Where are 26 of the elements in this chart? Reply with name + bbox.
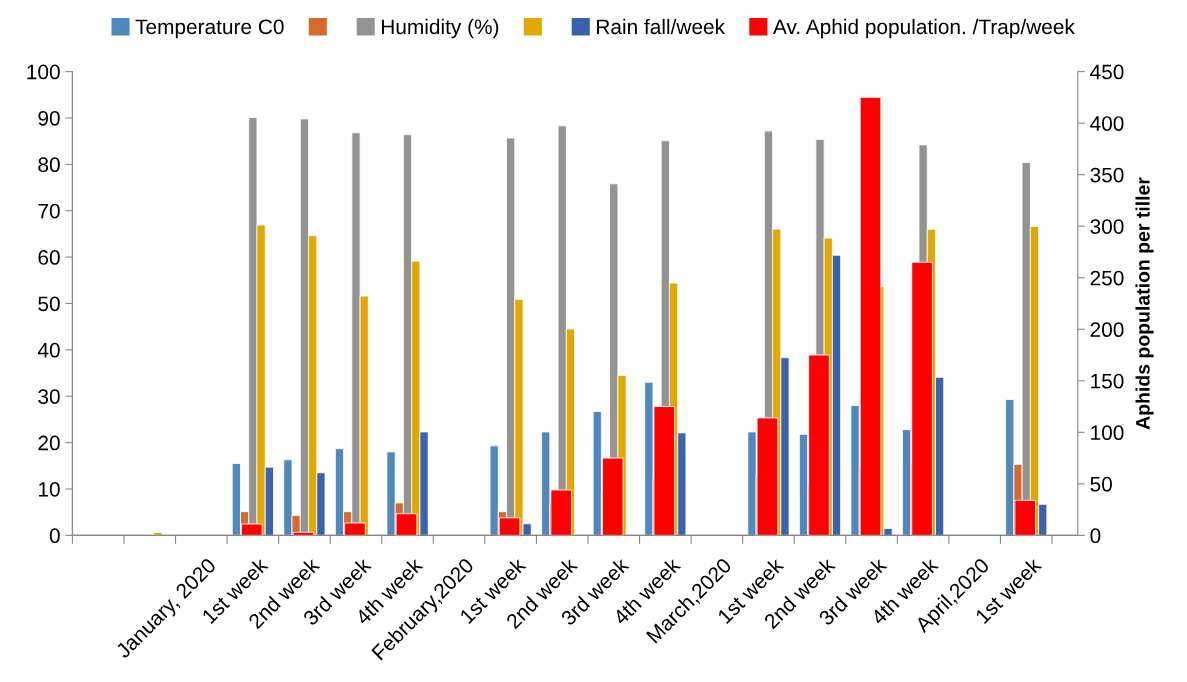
y2-tick-label: 50 (1090, 476, 1112, 492)
y-tick-label: 50 (38, 296, 60, 312)
y-tick-label: 70 (38, 203, 60, 219)
y-tick-label: 0 (49, 528, 60, 544)
y2-tick-label: 0 (1090, 528, 1101, 544)
y-tick-label: 30 (38, 389, 60, 404)
y-tick-label: 10 (39, 482, 60, 497)
y-tick-label: 90 (38, 110, 60, 126)
legend-label: Rain fall/week (597, 18, 726, 35)
y2-tick-label: 200 (1090, 322, 1124, 338)
y2-tick-label: 250 (1090, 270, 1124, 286)
y-tick-label: 20 (38, 435, 60, 451)
y-tick-label: 100 (27, 64, 60, 80)
legend-label: Av. Aphid population. /Trap/week (772, 18, 1075, 39)
y2-tick-label: 400 (1090, 116, 1124, 131)
y2-axis-title: Aphids population per tiller (1135, 177, 1154, 430)
y-tick-label: 40 (37, 342, 60, 358)
y2-tick-label: 450 (1090, 64, 1124, 80)
y-tick-label: 60 (38, 250, 60, 265)
y2-tick-label: 100 (1091, 425, 1124, 441)
legend-label: Temperature C0 (135, 19, 284, 39)
y2-tick-label: 300 (1090, 219, 1124, 234)
legend-label: Humidity (%) (381, 18, 499, 39)
y2-tick-label: 350 (1090, 167, 1124, 183)
y2-tick-label: 150 (1091, 373, 1124, 389)
y-tick-label: 80 (38, 157, 60, 173)
